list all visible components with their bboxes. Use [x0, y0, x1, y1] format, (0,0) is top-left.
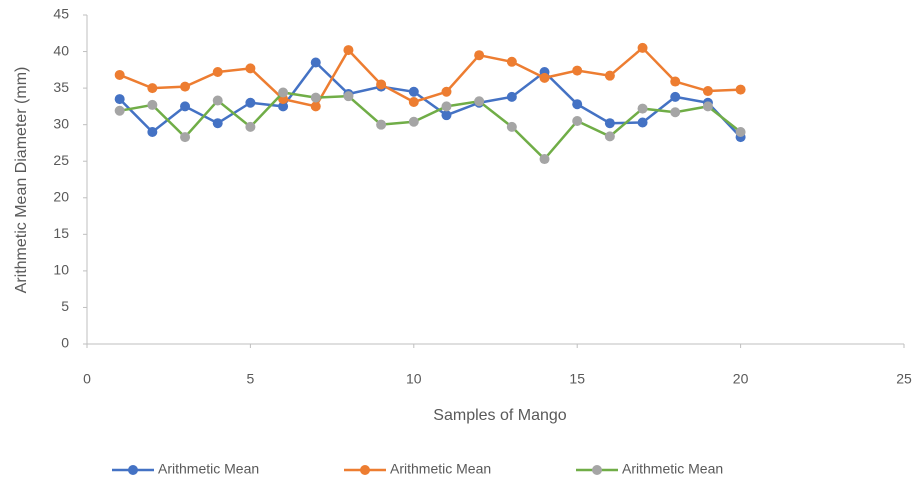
data-point [441, 110, 452, 121]
data-point [278, 101, 289, 112]
data-point [408, 116, 419, 127]
data-point [637, 42, 648, 53]
data-point [474, 96, 485, 107]
data-point [604, 131, 615, 142]
y-tick-label: 45 [53, 6, 69, 22]
data-point [310, 101, 321, 112]
data-point [212, 95, 223, 106]
data-point [310, 57, 321, 68]
y-tick-label: 35 [53, 79, 69, 95]
series-line [119, 91, 742, 161]
data-point [408, 97, 419, 108]
data-point [376, 79, 387, 90]
data-point [212, 67, 223, 78]
data-point [670, 76, 681, 87]
data-point [506, 121, 517, 132]
y-tick-label: 20 [53, 188, 69, 204]
x-tick-label: 20 [733, 371, 749, 387]
data-point [670, 91, 681, 102]
series-line [119, 46, 741, 108]
legend-marker [360, 465, 370, 475]
series-line [118, 60, 742, 138]
data-point [506, 91, 517, 102]
data-point [310, 92, 321, 103]
data-point [114, 105, 125, 116]
data-point [506, 56, 517, 67]
data-point [735, 126, 746, 137]
y-tick-label: 10 [53, 262, 69, 278]
legend-marker [592, 465, 602, 475]
data-point [441, 101, 452, 112]
data-point [245, 121, 256, 132]
data-point [245, 63, 256, 74]
y-tick-label: 25 [53, 152, 69, 168]
x-tick-label: 5 [247, 371, 255, 387]
data-point [539, 154, 550, 165]
data-point [343, 91, 354, 102]
data-point [702, 86, 713, 97]
data-point [114, 94, 125, 105]
data-point [147, 83, 158, 94]
y-tick-label: 5 [61, 298, 69, 314]
data-point [670, 107, 681, 118]
y-axis-label: Arithmetic Mean Diameter (mm) [13, 67, 30, 294]
data-point [114, 69, 125, 80]
data-point [572, 116, 583, 127]
data-point [376, 119, 387, 130]
x-tick-label: 25 [896, 371, 912, 387]
data-point [572, 65, 583, 76]
data-point [147, 99, 158, 110]
legend-label: Arithmetic Mean [158, 461, 259, 477]
data-point [702, 101, 713, 112]
y-tick-label: 30 [53, 115, 69, 131]
data-point [180, 101, 191, 112]
x-tick-label: 15 [569, 371, 585, 387]
data-point [735, 84, 746, 95]
legend-label: Arithmetic Mean [390, 461, 491, 477]
data-point [572, 99, 583, 110]
data-point [408, 86, 419, 97]
data-point [147, 126, 158, 137]
y-tick-label: 15 [53, 225, 69, 241]
data-point [637, 103, 648, 114]
data-point [212, 118, 223, 129]
data-point [604, 118, 615, 129]
x-tick-label: 10 [406, 371, 422, 387]
data-point [343, 45, 354, 56]
data-point [539, 72, 550, 83]
y-tick-label: 0 [61, 335, 69, 351]
data-point [637, 117, 648, 128]
data-point [278, 87, 289, 98]
legend-label: Arithmetic Mean [622, 461, 723, 477]
legend-marker [128, 465, 138, 475]
data-point [441, 86, 452, 97]
data-point [604, 70, 615, 81]
data-point [180, 132, 191, 143]
y-tick-label: 40 [53, 42, 69, 58]
data-point [245, 97, 256, 108]
data-point [474, 50, 485, 61]
x-axis-label: Samples of Mango [433, 407, 567, 424]
x-tick-label: 0 [83, 371, 91, 387]
data-point [180, 81, 191, 92]
